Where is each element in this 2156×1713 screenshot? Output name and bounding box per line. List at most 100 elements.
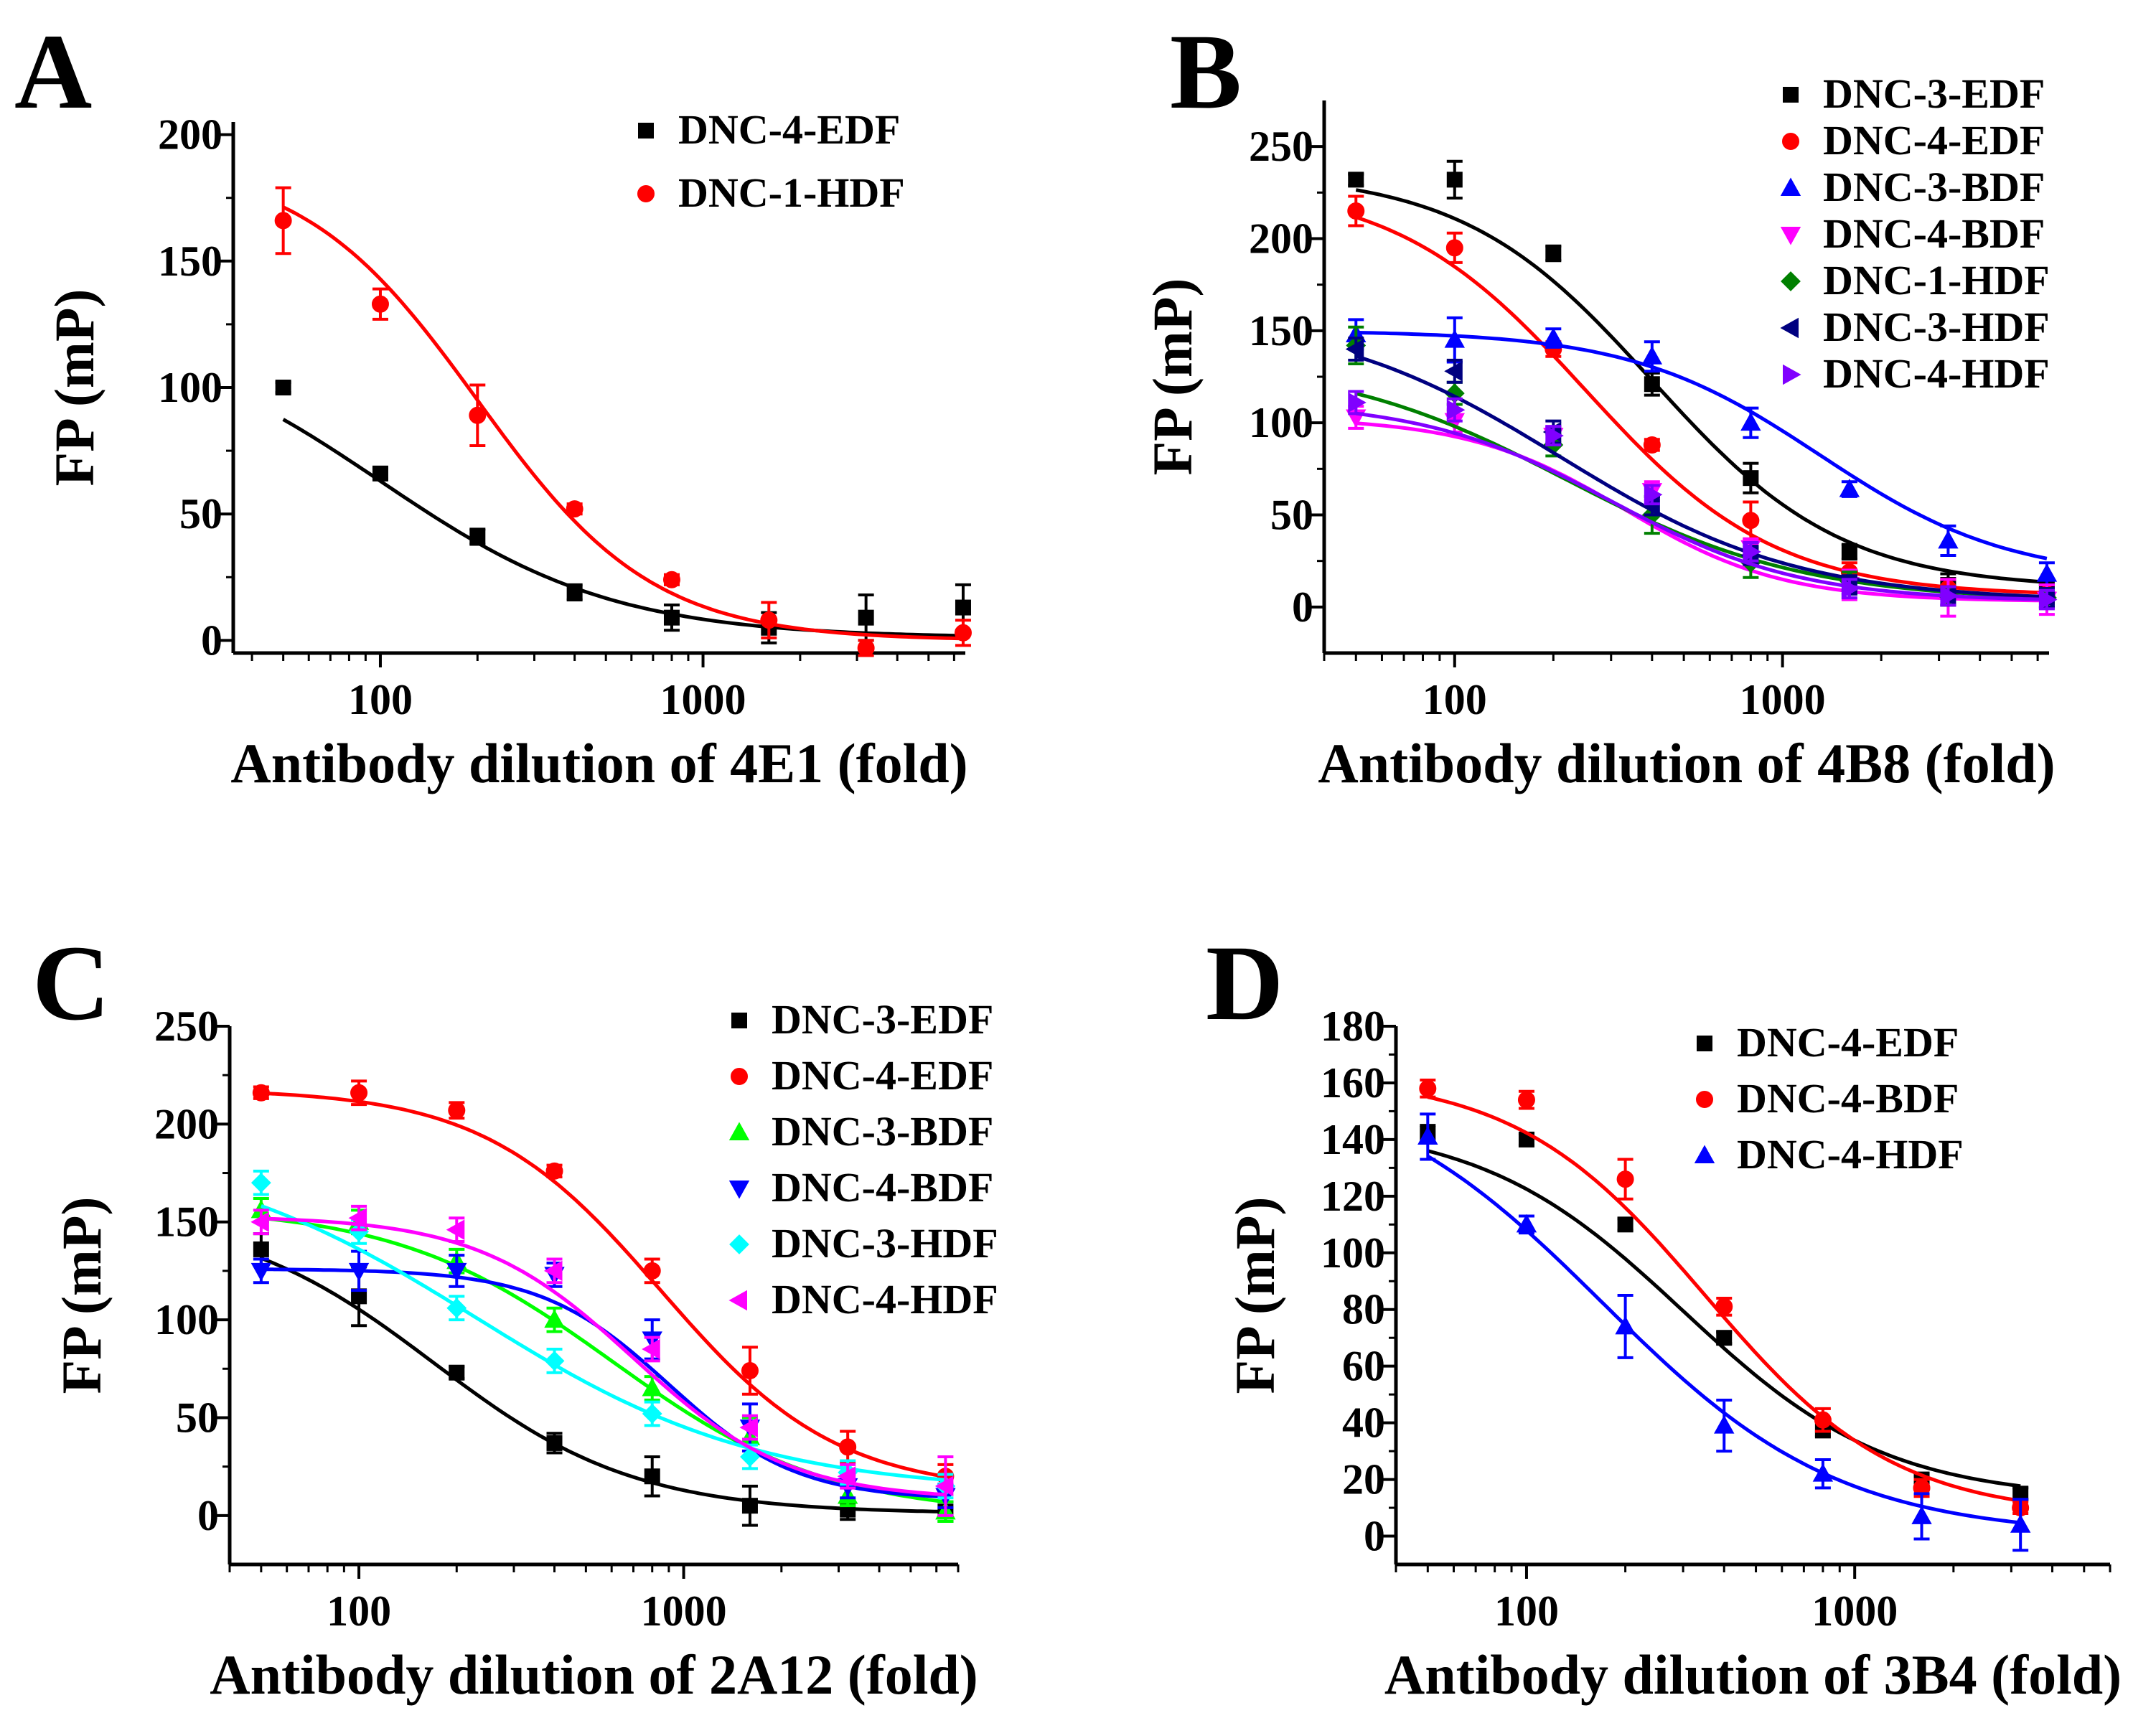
fit-curve <box>261 1216 946 1497</box>
data-point <box>566 584 583 601</box>
data-point <box>1516 1214 1537 1233</box>
data-point <box>1742 512 1760 530</box>
data-point <box>448 1102 466 1120</box>
legend-label: DNC-4-HDF <box>1823 350 2050 397</box>
data-point <box>1938 530 1959 549</box>
x-axis-title: Antibody dilution of 3B4 (fold) <box>1384 1643 2122 1706</box>
legend-label: DNC-4-EDF <box>678 106 900 153</box>
legend-marker <box>638 123 654 139</box>
series-dnc-3-edf <box>1348 159 2055 599</box>
series-dnc-4-hdf <box>250 1204 954 1517</box>
data-point <box>1545 245 1562 262</box>
series-dnc-1-hdf <box>274 186 972 657</box>
fit-curve <box>1427 1095 2021 1503</box>
data-point <box>1446 172 1463 188</box>
series-dnc-4-hdf <box>1348 390 2058 611</box>
data-point <box>1446 400 1466 421</box>
y-tick-label: 250 <box>1249 123 1313 170</box>
y-tick-label: 50 <box>179 490 222 538</box>
fit-curve <box>282 205 964 641</box>
x-tick-label: 1000 <box>1811 1587 1898 1635</box>
data-point <box>350 1084 368 1102</box>
y-tick-label: 150 <box>154 1198 219 1246</box>
x-axis-title: Antibody dilution of 2A12 (fold) <box>210 1643 978 1706</box>
legend-marker <box>731 1068 748 1085</box>
data-point <box>2036 563 2058 582</box>
data-point <box>1641 346 1663 365</box>
data-point <box>1644 484 1663 505</box>
data-point <box>1419 1079 1437 1097</box>
data-point <box>566 500 583 518</box>
series-dnc-4-hdf <box>1417 1112 2031 1552</box>
y-tick-label: 100 <box>1321 1229 1385 1277</box>
legend-label: DNC-3-BDF <box>1823 164 2045 210</box>
y-tick-label: 80 <box>1342 1286 1385 1333</box>
data-point <box>1940 586 1959 606</box>
data-point <box>934 1475 954 1497</box>
fit-curve <box>1355 411 2047 601</box>
y-axis-title: FP (mP) <box>1224 1196 1286 1394</box>
y-tick-label: 140 <box>1321 1116 1385 1163</box>
panel-letter: C <box>32 924 110 1043</box>
y-tick-label: 100 <box>1249 399 1313 446</box>
series-dnc-4-bdf <box>1419 1079 2030 1517</box>
fit-curve <box>1355 391 2047 599</box>
data-point <box>837 1466 856 1487</box>
legend-label: DNC-4-HDF <box>772 1276 998 1323</box>
data-point <box>546 1435 563 1451</box>
legend-marker <box>731 1013 747 1028</box>
legend-marker <box>1780 177 1801 196</box>
panel-b: B 0 50 100 150 200 250 100 1000 Antibody dilution… <box>1141 12 2058 794</box>
data-point <box>1841 578 1860 599</box>
data-point <box>446 1297 467 1318</box>
legend-label: DNC-3-BDF <box>772 1108 993 1155</box>
panel-letter: D <box>1206 924 1283 1043</box>
panel-a: A 0 50 100 150 200 100 1000 Antibody dilution of… <box>14 12 972 794</box>
y-axis-title: FP (mP) <box>43 288 106 486</box>
legend-label: DNC-3-EDF <box>1823 70 2045 117</box>
x-tick-label: 1000 <box>1740 676 1826 723</box>
x-tick-label: 100 <box>1494 1587 1559 1635</box>
data-point <box>372 465 388 482</box>
data-point <box>253 1241 269 1257</box>
data-point <box>642 1377 662 1397</box>
data-point <box>1911 1506 1932 1524</box>
legend-marker <box>728 1122 750 1140</box>
y-tick-label: 160 <box>1321 1059 1385 1107</box>
data-point <box>250 1211 269 1232</box>
legend-label: DNC-3-HDF <box>772 1220 998 1267</box>
data-point <box>1347 202 1365 220</box>
legend-marker <box>728 1290 747 1311</box>
data-point <box>469 528 486 545</box>
x-tick-label: 100 <box>1423 676 1487 723</box>
y-tick-label: 150 <box>1249 307 1313 355</box>
data-point <box>1417 1126 1438 1145</box>
data-point <box>741 1498 758 1514</box>
data-point <box>1743 470 1759 487</box>
data-point <box>643 1262 661 1280</box>
legend-marker <box>1697 1036 1712 1051</box>
y-tick-label: 200 <box>1249 215 1313 263</box>
y-tick-label: 120 <box>1321 1173 1385 1220</box>
data-point <box>1615 1315 1636 1335</box>
data-point <box>1543 327 1564 347</box>
legend-label: DNC-1-HDF <box>1823 257 2050 304</box>
legend-label: DNC-4-BDF <box>1737 1075 1959 1122</box>
data-point <box>1616 1170 1634 1188</box>
legend-label: DNC-4-HDF <box>1737 1131 1964 1178</box>
y-tick-label: 0 <box>1292 583 1313 631</box>
panel-letter: B <box>1170 12 1242 131</box>
series-dnc-3-hdf <box>250 1169 956 1500</box>
legend-marker <box>1782 133 1799 150</box>
data-point <box>663 609 680 626</box>
data-point <box>1348 392 1367 413</box>
data-point <box>739 1417 758 1438</box>
data-point <box>858 609 874 626</box>
data-point <box>662 571 680 588</box>
data-point <box>348 1208 367 1229</box>
data-point <box>1716 1330 1733 1346</box>
data-point <box>2010 1514 2031 1533</box>
x-axis-title: Antibody dilution of 4E1 (fold) <box>230 732 967 794</box>
series-dnc-4-edf <box>275 380 971 644</box>
data-point <box>1643 436 1661 454</box>
